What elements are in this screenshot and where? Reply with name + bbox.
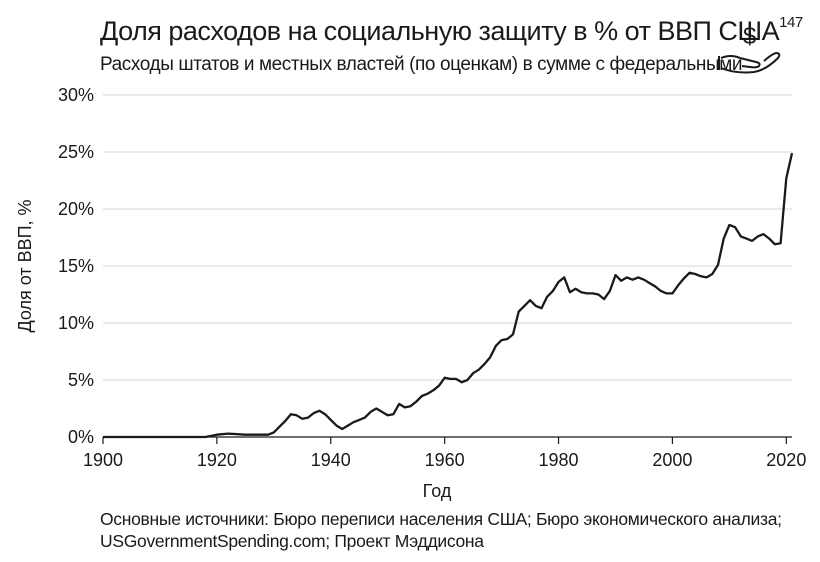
- x-tick-label: 1900: [83, 450, 123, 470]
- chart-title: Доля расходов на социальную защиту в % о…: [100, 14, 803, 47]
- x-tick-label: 2000: [652, 450, 692, 470]
- x-tick-label: 2020: [766, 450, 806, 470]
- y-tick-label: 30%: [58, 85, 94, 105]
- grid-lines: [103, 94, 792, 381]
- y-axis-ticks: 0% 5% 10% 15% 20% 25% 30%: [58, 85, 94, 447]
- footnote-marker: 147: [779, 14, 803, 31]
- y-tick-label: 10%: [58, 313, 94, 333]
- x-tick-label: 1920: [197, 450, 237, 470]
- svg-text:$: $: [743, 23, 756, 50]
- x-axis-ticks: 1900 1920 1940 1960 1980 2000 2020: [83, 437, 806, 470]
- x-axis-label: Год: [423, 481, 452, 501]
- y-axis-label: Доля от ВВП, %: [15, 199, 35, 332]
- hand-dollar-icon: $: [718, 23, 781, 74]
- y-tick-label: 20%: [58, 199, 94, 219]
- y-tick-label: 25%: [58, 142, 94, 162]
- chart-subtitle: Расходы штатов и местных властей (по оце…: [100, 54, 743, 75]
- x-tick-label: 1980: [539, 450, 579, 470]
- source-line-1: Основные источники: Бюро переписи населе…: [100, 509, 782, 529]
- chart-title-text: Доля расходов на социальную защиту в % о…: [100, 16, 780, 46]
- x-tick-label: 1940: [311, 450, 351, 470]
- y-tick-label: 5%: [68, 370, 94, 390]
- series-line: [103, 152, 794, 439]
- source-note: Основные источники: Бюро переписи населе…: [100, 508, 800, 552]
- y-tick-label: 0%: [68, 427, 94, 447]
- x-tick-label: 1960: [425, 450, 465, 470]
- source-line-2: USGovernmentSpending.com; Проект Мэддисо…: [100, 531, 484, 551]
- y-tick-label: 15%: [58, 256, 94, 276]
